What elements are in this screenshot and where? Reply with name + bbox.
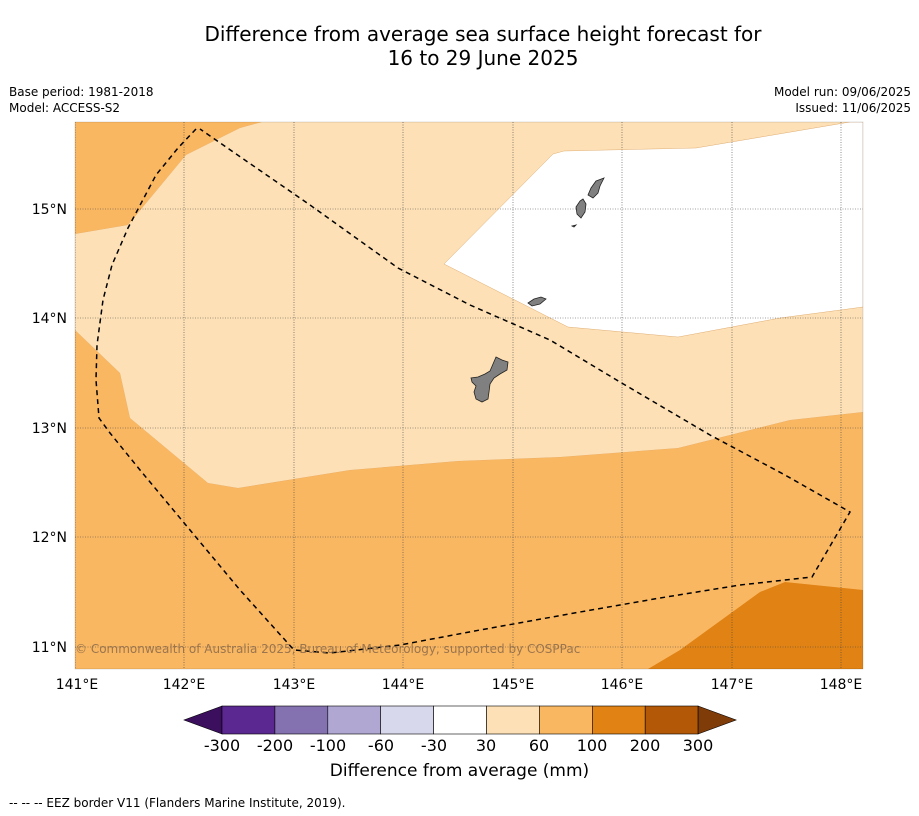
colorbar-tick: 300	[682, 736, 714, 755]
anomaly-region-30-60-upper	[75, 122, 863, 488]
gridlines	[75, 122, 863, 669]
colorbar-segment	[644, 705, 699, 735]
colorbar-extend-high	[697, 705, 737, 735]
anomaly-region-neutral	[443, 122, 863, 338]
colorbar-tick: -100	[309, 736, 347, 755]
colorbar-tick: -30	[420, 736, 448, 755]
model-run: Model run: 09/06/2025	[773, 85, 911, 99]
island-aguijan	[570, 224, 578, 228]
anomaly-region-100-200	[648, 582, 863, 669]
lon-labels: 141°E 142°E 143°E 144°E 145°E 146°E 147°…	[56, 677, 863, 693]
base-period: Base period: 1981-2018	[9, 85, 154, 99]
colorbar-segment	[274, 705, 329, 735]
lon-label-142e: 142°E	[163, 677, 206, 693]
eez-border	[95, 128, 852, 654]
lon-label-144e: 144°E	[382, 677, 425, 693]
meta-left: Base period: 1981-2018 Model: ACCESS-S2	[9, 84, 154, 116]
island-tinian	[575, 198, 587, 219]
lon-label-146e: 146°E	[601, 677, 644, 693]
colorbar-extend-low	[183, 705, 223, 735]
colorbar-tick: 200	[629, 736, 661, 755]
island-saipan	[587, 177, 605, 199]
lat-label-12n: 12°N	[32, 530, 67, 546]
lat-label-14n: 14°N	[32, 311, 67, 327]
issued-date: Issued: 11/06/2025	[795, 101, 911, 115]
colorbar-segment	[591, 705, 646, 735]
lon-label-148e: 148°E	[820, 677, 863, 693]
lon-label-141e: 141°E	[56, 677, 99, 693]
lat-label-11n: 11°N	[32, 640, 67, 656]
copyright-text: © Commonwealth of Australia 2025, Bureau…	[75, 642, 580, 656]
lat-label-15n: 15°N	[32, 202, 67, 218]
colorbar-segment	[327, 705, 381, 735]
island-guam	[470, 356, 509, 403]
colorbar-segment	[486, 705, 540, 735]
lon-label-143e: 143°E	[273, 677, 316, 693]
colorbar-title: Difference from average (mm)	[329, 761, 590, 781]
colorbar-segment	[433, 705, 487, 735]
colorbar-segment	[539, 705, 593, 735]
map-frame	[74, 121, 864, 670]
model-name: Model: ACCESS-S2	[9, 101, 121, 115]
meta-right: Model run: 09/06/2025 Issued: 11/06/2025	[774, 84, 911, 116]
colorbar-tick: -300	[203, 736, 241, 755]
colorbar	[183, 705, 737, 735]
lat-label-13n: 13°N	[32, 421, 67, 437]
map-area: © Commonwealth of Australia 2025, Bureau…	[75, 122, 863, 669]
title-line-2: 16 to 29 June 2025	[387, 46, 579, 70]
colorbar-tick: 100	[576, 736, 608, 755]
lon-label-147e: 147°E	[711, 677, 754, 693]
footnote: -- -- -- EEZ border V11 (Flanders Marine…	[9, 796, 346, 810]
lat-labels: 15°N 14°N 13°N 12°N 11°N	[32, 202, 67, 656]
colorbar-tick: -60	[367, 736, 395, 755]
colorbar-segment	[380, 705, 434, 735]
colorbar-tick: 30	[475, 736, 497, 755]
lon-label-145e: 145°E	[492, 677, 535, 693]
colorbar-tick: -200	[256, 736, 294, 755]
colorbar-segment	[221, 705, 276, 735]
colorbar-tick: 60	[528, 736, 550, 755]
islands	[470, 177, 605, 403]
chart-title: Difference from average sea surface heig…	[0, 22, 919, 70]
title-line-1: Difference from average sea surface heig…	[204, 22, 762, 46]
island-rota	[527, 296, 547, 307]
